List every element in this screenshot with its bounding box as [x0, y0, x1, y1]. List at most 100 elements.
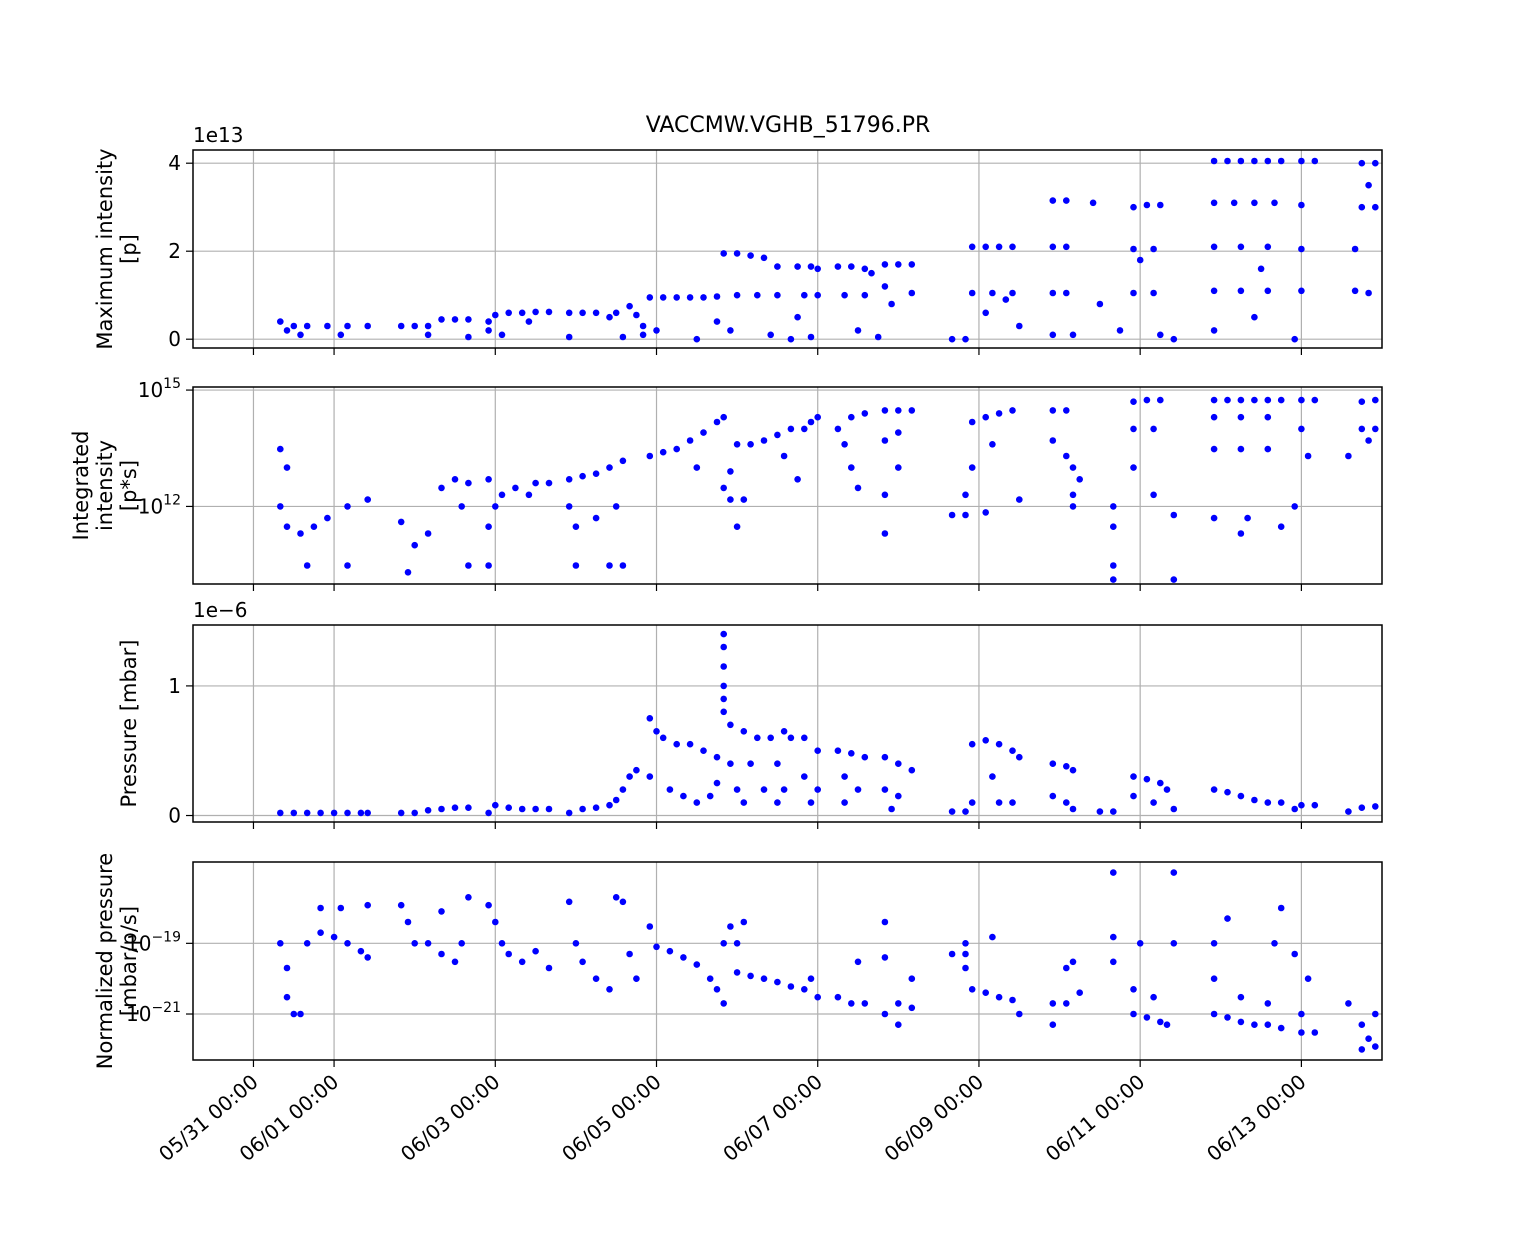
data-point	[1049, 197, 1057, 204]
data-point	[1049, 1021, 1057, 1028]
data-point	[801, 425, 808, 433]
data-point	[1170, 940, 1178, 947]
data-point	[1264, 799, 1272, 806]
data-point	[713, 779, 721, 787]
y-tick-label: 10−21	[126, 1000, 181, 1026]
data-point	[626, 773, 633, 780]
data-point	[733, 291, 741, 299]
data-point	[814, 747, 821, 754]
data-point	[1298, 201, 1305, 209]
data-point	[962, 335, 969, 343]
data-point	[861, 1000, 869, 1007]
data-point	[720, 643, 727, 651]
data-point	[404, 569, 412, 576]
data-point	[686, 437, 694, 444]
scatter-series	[277, 869, 1379, 1053]
data-point	[1237, 792, 1245, 800]
data-point	[612, 796, 620, 804]
data-point	[1358, 1046, 1366, 1053]
data-point	[317, 929, 324, 936]
y-tick-label: 1	[168, 674, 181, 698]
data-point	[565, 898, 573, 906]
data-point	[1063, 197, 1070, 204]
data-point	[801, 986, 808, 993]
data-point	[512, 484, 519, 492]
data-point	[1009, 243, 1016, 251]
data-point	[801, 291, 808, 299]
data-point	[1271, 940, 1278, 947]
scatter-series	[277, 630, 1379, 817]
data-point	[1264, 413, 1272, 421]
data-point	[633, 311, 640, 319]
data-point	[1345, 1000, 1352, 1007]
data-point	[619, 562, 627, 569]
data-point	[962, 950, 969, 958]
data-point	[653, 728, 660, 735]
data-point	[995, 410, 1003, 417]
data-point	[646, 773, 654, 780]
data-point	[545, 964, 553, 972]
data-point	[881, 918, 889, 926]
data-point	[411, 809, 419, 817]
data-point	[1069, 805, 1077, 813]
data-point	[733, 523, 741, 530]
data-point	[1210, 975, 1218, 982]
data-point	[397, 901, 405, 909]
data-point	[364, 809, 372, 817]
data-point	[1210, 1010, 1218, 1018]
data-point	[465, 316, 472, 323]
data-point	[1365, 437, 1372, 444]
data-point	[693, 961, 701, 968]
data-point	[1170, 576, 1178, 583]
data-point	[653, 327, 660, 334]
data-point	[767, 331, 774, 339]
data-point	[1311, 157, 1319, 165]
data-point	[881, 954, 889, 961]
data-point	[881, 407, 889, 414]
data-point	[606, 801, 613, 809]
data-point	[565, 809, 573, 817]
data-point	[1069, 464, 1077, 471]
data-point	[1016, 1010, 1023, 1018]
data-point	[653, 943, 660, 951]
data-point	[659, 294, 667, 301]
data-point	[995, 740, 1003, 748]
data-point	[303, 809, 311, 817]
data-point	[834, 993, 842, 1001]
data-point	[1210, 396, 1218, 404]
data-point	[727, 721, 734, 729]
data-point	[1372, 1010, 1379, 1018]
data-point	[1110, 576, 1117, 583]
data-point	[1110, 933, 1117, 941]
data-point	[700, 294, 707, 301]
data-point	[1372, 803, 1379, 810]
data-point	[1311, 396, 1319, 404]
data-point	[545, 308, 553, 316]
data-point	[814, 786, 821, 793]
data-point	[565, 476, 573, 483]
data-point	[646, 452, 654, 460]
y-axis-label: [p]	[117, 234, 141, 264]
y-tick-label: 1015	[138, 376, 181, 402]
data-point	[989, 289, 996, 297]
data-point	[1277, 396, 1285, 404]
data-point	[1264, 157, 1272, 165]
data-point	[1358, 398, 1366, 406]
data-point	[1049, 289, 1057, 297]
data-point	[518, 805, 526, 813]
data-point	[518, 309, 526, 317]
data-point	[1157, 1018, 1164, 1026]
data-point	[1358, 203, 1366, 211]
data-point	[619, 333, 627, 341]
data-point	[1009, 747, 1016, 754]
data-point	[505, 309, 512, 317]
data-point	[1049, 437, 1057, 444]
data-point	[317, 809, 324, 817]
y-tick-label: 4	[168, 151, 181, 175]
data-point	[565, 503, 573, 510]
data-point	[767, 734, 774, 742]
data-point	[1136, 940, 1144, 947]
data-point	[700, 429, 707, 436]
data-point	[1143, 201, 1151, 209]
data-point	[626, 950, 633, 958]
